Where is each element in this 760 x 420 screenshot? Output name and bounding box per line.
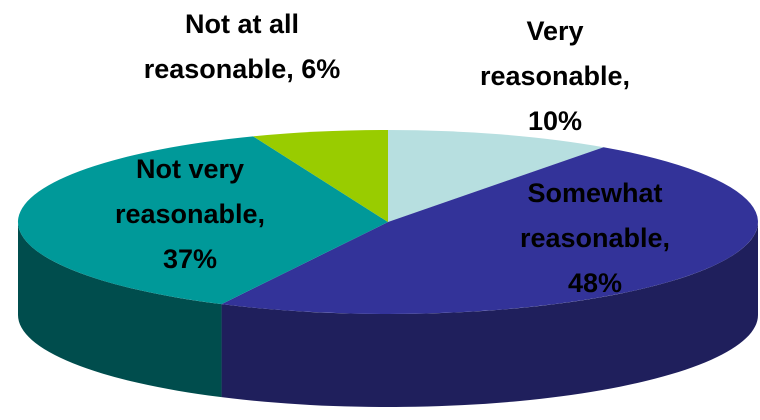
- slice-label-2-line-1: reasonable,: [115, 199, 265, 229]
- pie-slice-2: [17, 136, 389, 305]
- slice-label-3-line-0: Not at all: [185, 9, 299, 39]
- slice-label-0-line-2: 10%: [528, 106, 582, 136]
- pie-slice-0: [388, 130, 604, 222]
- slice-label-1: Somewhat reasonable, 48%: [520, 178, 670, 298]
- slice-label-2-line-2: 37%: [163, 244, 217, 274]
- slice-label-3-line-1: reasonable, 6%: [144, 54, 341, 84]
- slice-label-1-line-2: 48%: [568, 268, 622, 298]
- slice-label-0-line-0: Very: [526, 16, 583, 46]
- slice-label-2-line-0: Not very: [136, 154, 244, 184]
- slice-label-1-line-0: Somewhat: [527, 178, 662, 208]
- slice-label-3: Not at all reasonable, 6%: [144, 9, 341, 84]
- slice-label-0: Very reasonable, 10%: [480, 16, 630, 136]
- pie-slice-side-2: [17, 222, 222, 398]
- pie-depth-layer: [17, 222, 758, 408]
- slice-label-0-line-1: reasonable,: [480, 61, 630, 91]
- pie-slice-3: [253, 130, 388, 222]
- pie-top-layer: [17, 130, 758, 315]
- pie-slice-side-1: [221, 222, 758, 408]
- slice-label-1-line-1: reasonable,: [520, 223, 670, 253]
- pie-slice-1: [221, 147, 758, 315]
- pie-labels-layer: Very reasonable, 10% Somewhat reasonable, 48%…: [115, 9, 670, 298]
- slice-label-2: Not very reasonable, 37%: [115, 154, 265, 274]
